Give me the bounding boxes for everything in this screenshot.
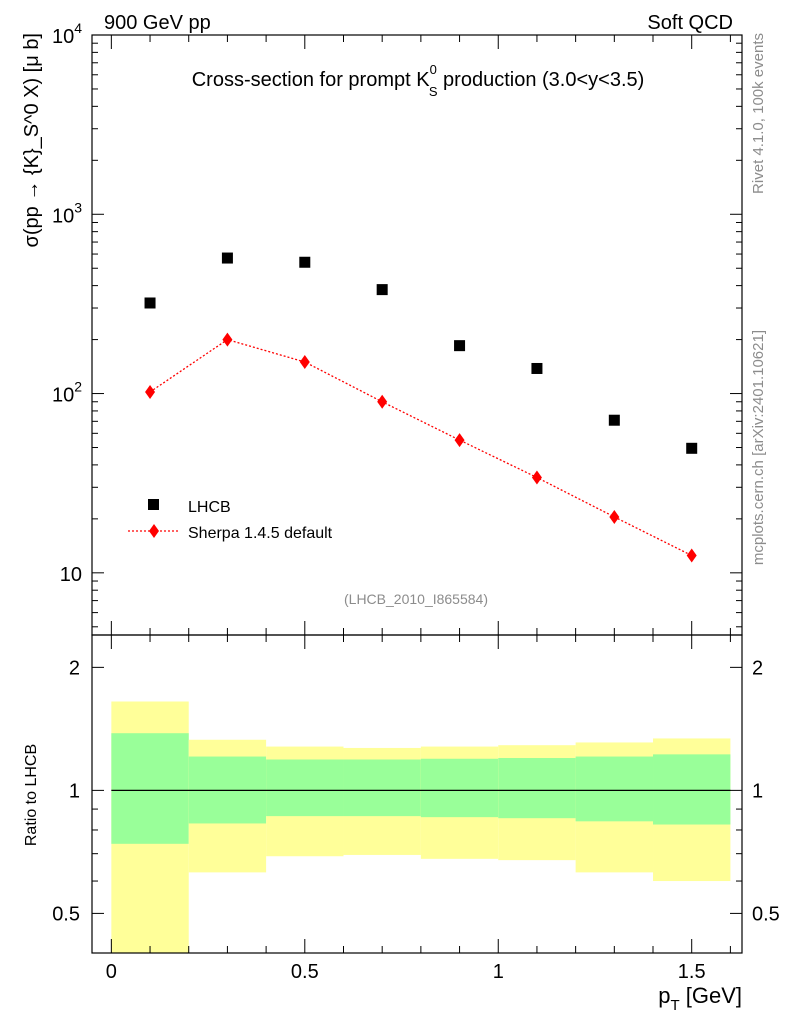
rivet-label: Rivet 4.1.0, 100k events [750,33,767,194]
x-tick-label: 1.5 [678,961,706,983]
ratio-bands-layer [111,701,731,953]
sherpa-point [531,470,542,485]
ratio-band-inner [653,754,731,825]
main-y-tick-exp: 2 [74,379,82,395]
main-y-tick-exp: 3 [74,199,82,215]
sherpa-point [299,354,310,369]
legend-label-lhcb: LHCB [188,499,231,516]
x-axis-label: pT [GeV] [658,983,742,1014]
main-y-tick-base: 10 [52,26,74,48]
sherpa-line [149,338,692,557]
ratio-band-inner [343,759,421,817]
plot-title-suffix: production (3.0<y<3.5) [437,69,644,91]
main-y-tick-base: 10 [52,205,74,227]
lhcb-point [454,340,466,352]
lhcb-point [531,362,543,374]
ratio-y-tick-label: 1 [69,780,80,802]
header-right: Soft QCD [647,12,733,34]
x-tick-label: 0.5 [291,961,319,983]
plot-title-sup: 0 [430,62,437,77]
x-axis-label-base: p [658,983,670,1008]
main-y-tick-base: 10 [60,564,82,586]
legend-marker-lhcb [148,499,159,510]
plot-title-prefix: Cross-section for prompt K [192,69,431,91]
main-y-tick-label: 10 [60,564,82,586]
x-axis-label-unit: [GeV] [680,983,742,1008]
x-tick-label: 0 [106,961,117,983]
plot-title-sub: S [429,84,438,99]
lhcb-point [608,414,620,426]
ratio-band-inner [420,758,499,818]
ratio-axis-ticks: 0.5 0.5 1 1 2 2 0 0.5 1 1.5 [52,635,780,983]
ratio-y-tick-label: 0.5 [52,903,80,925]
lhcb-point [299,256,311,268]
sherpa-point [609,509,620,524]
ratio-frame [91,634,743,954]
main-y-tick-label: 104 [52,20,82,48]
sherpa-point [222,332,233,347]
sherpa-point [686,548,697,563]
main-y-tick-label: 102 [52,379,82,407]
main-frame [91,34,743,636]
ratio-band-inner [266,759,344,817]
legend-marker-sherpa [149,524,159,538]
source-label: mcplots.cern.ch [arXiv:2401.10621] [750,330,767,565]
ratio-band-inner [498,758,576,819]
ratio-y-tick-label-right: 1 [752,780,763,802]
sherpa-point [377,394,388,409]
main-y-tick-label: 103 [52,199,82,227]
ratio-y-tick-label-right: 2 [752,657,763,679]
x-axis-label-sub: T [670,997,679,1014]
plot-title: Cross-section for prompt K0 S production … [192,62,645,99]
lhcb-point [144,297,156,309]
legend: LHCB Sherpa 1.4.5 default [128,499,333,542]
sherpa-point [145,385,156,400]
analysis-tag: (LHCB_2010_I865584) [344,591,488,607]
sherpa-point [454,433,465,448]
main-series-layer [144,252,698,563]
lhcb-point [221,252,233,264]
x-tick-label: 1 [493,961,504,983]
ratio-band-inner [111,733,189,844]
legend-label-sherpa: Sherpa 1.4.5 default [188,525,333,542]
ratio-band-inner [575,756,654,822]
ratio-y-tick-label-right: 0.5 [752,903,780,925]
main-y-tick-base: 10 [52,385,74,407]
ratio-y-label: Ratio to LHCB [23,744,40,846]
main-y-tick-exp: 4 [74,20,82,36]
ratio-y-tick-label: 2 [69,657,80,679]
lhcb-point [376,284,388,296]
lhcb-point [686,442,698,454]
header-left: 900 GeV pp [104,12,211,34]
main-y-label: σ(pp → {K}_S^0 X) [μ b] [21,33,43,247]
